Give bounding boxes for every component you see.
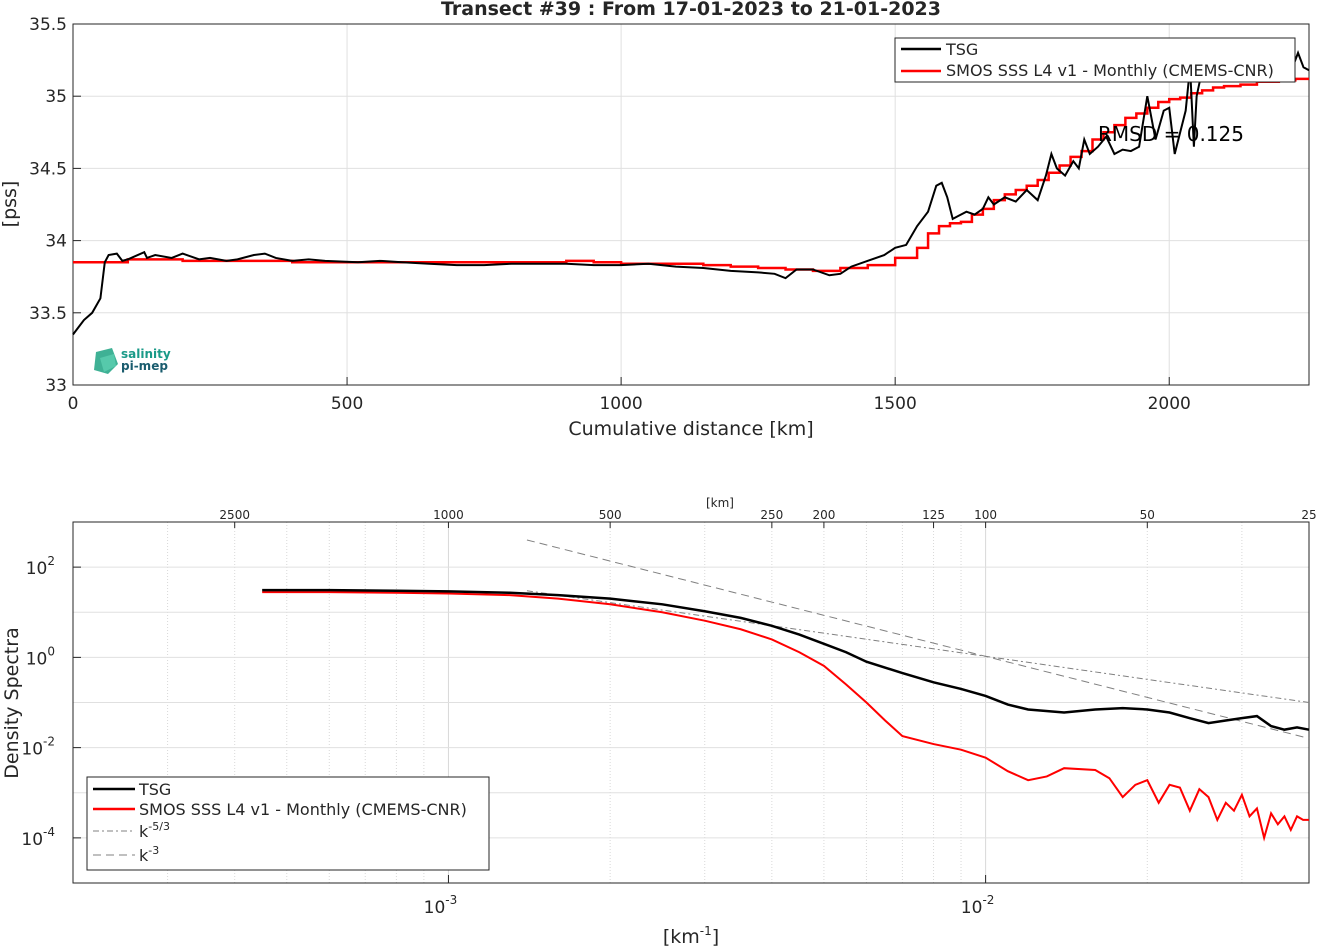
x-tick-label-bottom: 10-2 xyxy=(961,893,995,918)
logo-line1: salinity xyxy=(121,347,171,361)
series-line-tsg-bottom xyxy=(262,588,1310,731)
top-axis-tick-label: 200 xyxy=(812,508,835,522)
top-axis-tick-label: 2500 xyxy=(219,508,250,522)
chart-bottom: 10-3 10-2 102 100 10-2 10-4 2500 1000 500 250 200 1… xyxy=(1,496,1317,948)
x-axis-label-top: Cumulative distance [km] xyxy=(568,418,813,440)
rmsd-annotation: RMSD = 0.125 xyxy=(1098,122,1244,146)
y-tick-label-bottom: 10-4 xyxy=(21,825,55,850)
y-tick-label-top: 34 xyxy=(45,232,67,252)
y-tick-label-bottom: 10-2 xyxy=(21,735,55,760)
salinity-pi-mep-logo: salinity pi-mep xyxy=(94,347,171,374)
top-axis-tick-label: 125 xyxy=(922,508,945,522)
legend-label-tsg-b: TSG xyxy=(138,780,171,799)
chart-top: Transect #39 : From 17-01-2023 to 21-01-… xyxy=(0,0,1310,440)
series-group-top xyxy=(72,50,1310,336)
legend-label-smos: SMOS SSS L4 v1 - Monthly (CMEMS-CNR) xyxy=(946,61,1274,80)
grid-top xyxy=(73,24,1309,385)
plot-area-bottom xyxy=(72,521,1310,884)
series-line-k3 xyxy=(526,539,1310,739)
x-tick-label-top: 1500 xyxy=(874,394,917,414)
series-group-bottom xyxy=(262,539,1310,842)
y-tick-label-top: 35 xyxy=(45,87,67,107)
series-line-smos-bottom xyxy=(262,591,1309,842)
y-tick-label-bottom: 102 xyxy=(26,554,55,579)
legend-label-tsg: TSG xyxy=(945,40,978,59)
x-tick-label-bottom: 10-3 xyxy=(424,893,458,918)
x-tick-label-top: 2000 xyxy=(1148,394,1191,414)
y-tick-label-top: 34.5 xyxy=(29,159,67,179)
legend-box-bottom xyxy=(86,776,490,871)
y-axis-label-top: [pss] xyxy=(0,181,21,228)
y-tick-label-top: 35.5 xyxy=(29,15,67,35)
series-line-k53 xyxy=(526,590,1310,703)
y-tick-label-top: 33.5 xyxy=(29,304,67,324)
x-tick-label-top: 0 xyxy=(68,394,79,414)
series-line-tsg-top xyxy=(72,50,1310,336)
top-axis-tick-label: 50 xyxy=(1140,508,1155,522)
axis-ticks-top: 0 500 1000 1500 2000 33 33.5 34 34.5 35 35.5 xyxy=(29,15,1191,414)
top-axis-tick-label: 1000 xyxy=(433,508,464,522)
top-axis-label: [km] xyxy=(706,496,734,510)
top-axis-tick-label: 25 xyxy=(1301,508,1316,522)
legend-box-top xyxy=(894,37,1296,83)
top-axis-tick-label: 500 xyxy=(599,508,622,522)
logo-mark-shade xyxy=(100,354,116,372)
x-axis-label-bottom: [km-1] xyxy=(663,924,719,948)
legend-label-smos-b: SMOS SSS L4 v1 - Monthly (CMEMS-CNR) xyxy=(139,800,467,819)
x-tick-label-top: 1000 xyxy=(599,394,642,414)
y-axis-label-bottom: Density Spectra xyxy=(1,627,23,778)
plot-area-top xyxy=(72,23,1310,386)
legend-bottom: TSG SMOS SSS L4 v1 - Monthly (CMEMS-CNR)… xyxy=(86,776,490,871)
legend-top: TSG SMOS SSS L4 v1 - Monthly (CMEMS-CNR) xyxy=(894,37,1296,83)
y-tick-label-bottom: 100 xyxy=(26,644,55,669)
top-axis-tick-label: 250 xyxy=(760,508,783,522)
logo-line2: pi-mep xyxy=(121,359,168,373)
x-tick-label-top: 500 xyxy=(331,394,363,414)
y-tick-label-top: 33 xyxy=(45,376,67,396)
top-axis-tick-label: 100 xyxy=(974,508,997,522)
series-line-smos-top xyxy=(73,77,1309,273)
chart-title: Transect #39 : From 17-01-2023 to 21-01-… xyxy=(441,0,941,20)
